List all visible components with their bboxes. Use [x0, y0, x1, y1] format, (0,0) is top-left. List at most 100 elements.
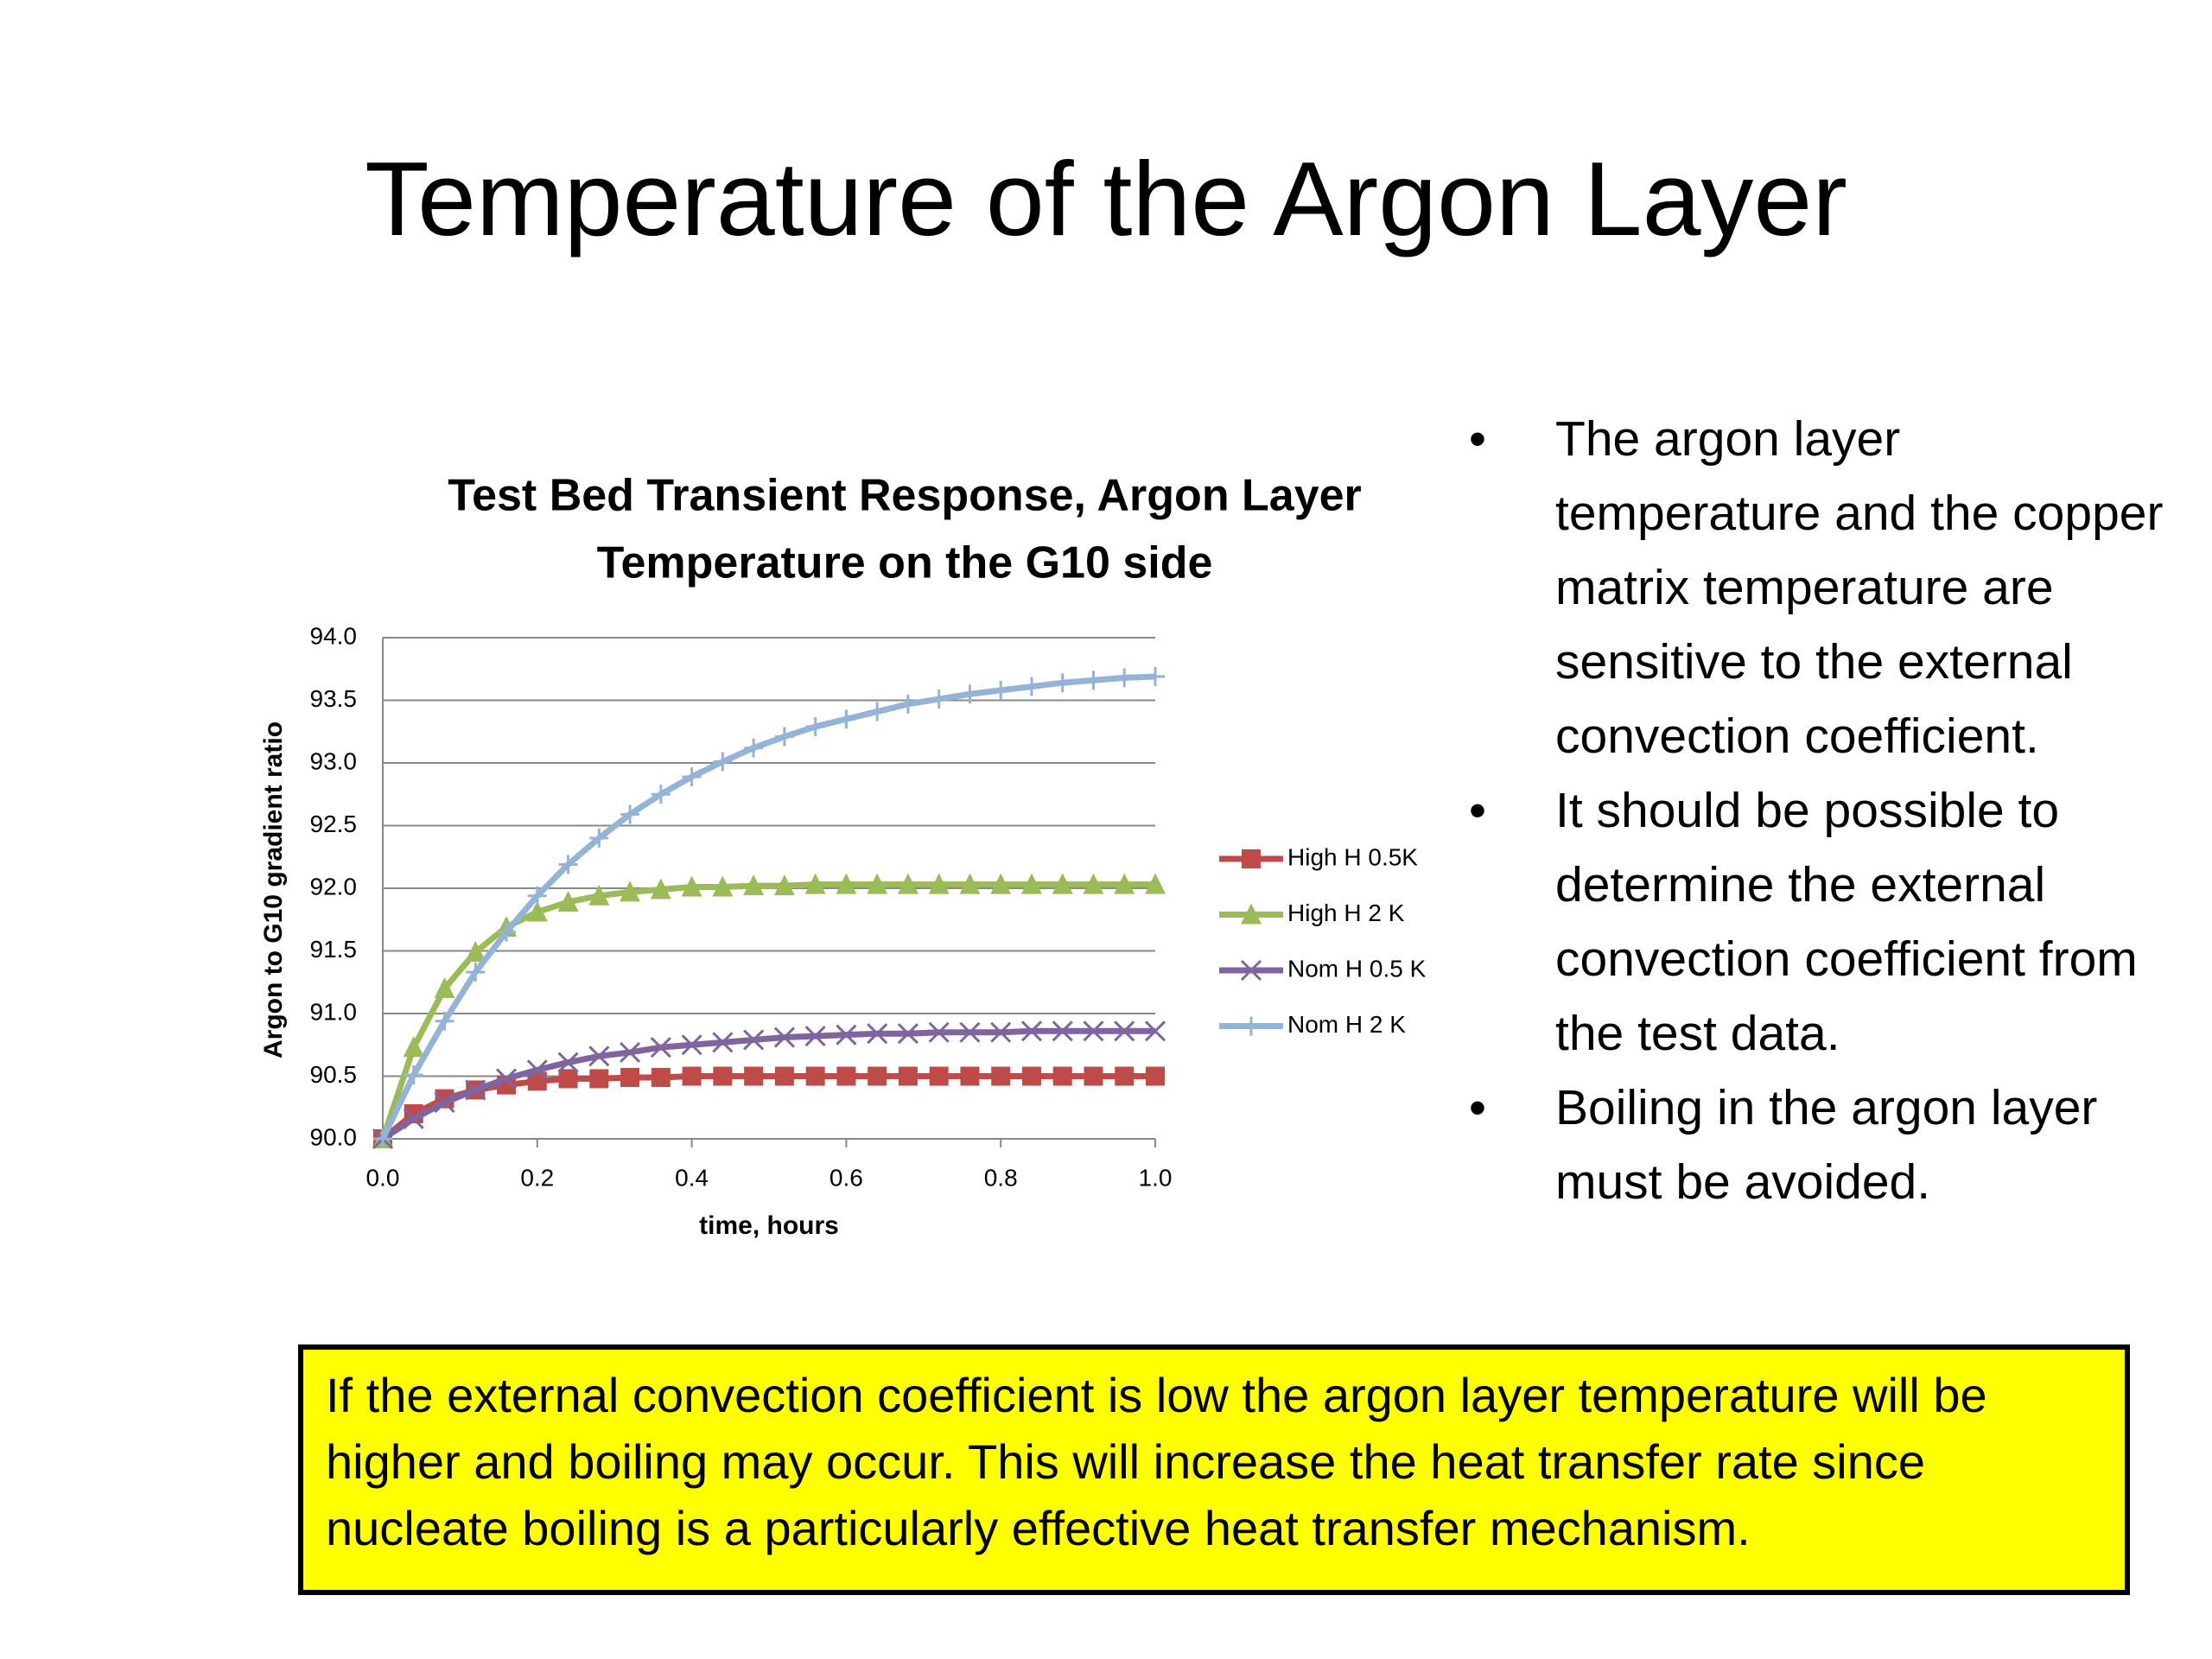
marker	[681, 1034, 702, 1056]
marker	[744, 1066, 764, 1086]
callout: If the external convection coefficient i…	[298, 1344, 2130, 1595]
marker	[650, 878, 671, 899]
legend-marker	[1242, 1016, 1261, 1036]
marker	[465, 940, 486, 962]
marker	[682, 1066, 702, 1086]
chart-title: Temperature on the G10 side	[597, 538, 1213, 588]
marker	[804, 1026, 826, 1047]
slide-title: Temperature of the Argon Layer	[365, 140, 1847, 257]
y-axis-title: Argon to G10 gradient ratio	[259, 721, 288, 1058]
marker	[1020, 1020, 1043, 1042]
marker	[744, 738, 764, 758]
marker	[1115, 668, 1135, 688]
marker	[928, 1021, 950, 1043]
legend-label: High H 2 K	[1287, 899, 1405, 926]
marker	[959, 1021, 981, 1043]
marker	[868, 1066, 887, 1086]
y-tick-label: 90.0	[310, 1123, 358, 1150]
marker	[1083, 1020, 1104, 1042]
marker	[774, 1066, 794, 1086]
marker	[867, 1023, 888, 1045]
marker	[1144, 1020, 1166, 1042]
marker	[404, 1065, 423, 1085]
marker	[434, 1091, 455, 1114]
marker	[526, 1059, 548, 1081]
marker	[465, 1079, 486, 1101]
marker	[403, 1036, 424, 1058]
y-tick-label: 91.5	[310, 936, 358, 963]
marker	[898, 1066, 918, 1086]
marker	[743, 874, 765, 896]
y-tick-label: 92.5	[310, 810, 358, 837]
marker	[1084, 671, 1103, 690]
marker	[712, 875, 734, 897]
marker	[589, 829, 609, 848]
marker	[588, 884, 610, 906]
marker	[836, 873, 857, 894]
y-tick-label: 91.0	[310, 998, 358, 1025]
marker	[898, 694, 918, 714]
marker	[466, 963, 486, 982]
marker	[773, 874, 795, 896]
marker	[682, 766, 702, 786]
marker	[1020, 873, 1042, 894]
y-tick-label: 90.5	[310, 1061, 358, 1088]
marker	[928, 873, 950, 894]
marker	[373, 1129, 392, 1148]
marker	[991, 1066, 1011, 1086]
y-tick-label: 93.5	[310, 685, 358, 712]
marker	[1084, 1066, 1103, 1086]
x-tick-label: 0.4	[675, 1164, 709, 1191]
x-tick-label: 0.6	[830, 1164, 863, 1191]
marker	[620, 1067, 640, 1087]
marker	[1146, 1066, 1165, 1086]
x-axis-title: time, hours	[699, 1211, 839, 1240]
marker	[1145, 873, 1166, 894]
legend-label: Nom H 0.5 K	[1287, 955, 1427, 982]
x-tick-label: 0.8	[984, 1164, 1018, 1191]
marker	[960, 684, 980, 704]
marker	[589, 1069, 609, 1089]
x-tick-label: 1.0	[1139, 1164, 1173, 1191]
marker	[1052, 1066, 1072, 1086]
marker	[1146, 666, 1165, 686]
y-tick-label: 94.0	[310, 622, 358, 649]
series-line	[381, 1027, 1155, 1141]
marker	[774, 727, 794, 747]
bullet: The argon layer temperature and the copp…	[1469, 402, 2177, 773]
series-line	[379, 881, 1155, 1141]
marker	[651, 785, 671, 804]
marker	[805, 716, 825, 736]
bullet-list: The argon layer temperature and the copp…	[1469, 402, 2177, 1219]
marker	[712, 1032, 734, 1053]
marker	[897, 873, 918, 894]
marker	[1114, 1020, 1135, 1042]
legend-marker	[1240, 959, 1262, 982]
marker	[1021, 1066, 1041, 1086]
marker	[929, 1066, 949, 1086]
marker	[991, 680, 1011, 700]
marker	[990, 873, 1012, 894]
legend-marker	[1241, 903, 1262, 925]
marker	[1052, 1020, 1073, 1042]
marker	[558, 855, 578, 874]
marker	[620, 804, 640, 824]
marker	[959, 873, 981, 894]
marker	[1021, 677, 1041, 696]
marker	[620, 880, 641, 902]
marker	[1052, 873, 1073, 894]
legend-label: Nom H 2 K	[1287, 1011, 1406, 1038]
marker	[929, 690, 949, 709]
marker	[836, 1066, 856, 1086]
marker	[681, 875, 702, 897]
marker	[497, 922, 517, 942]
marker	[403, 1108, 424, 1129]
marker	[434, 977, 455, 998]
bullet: Boiling in the argon layer must be avoid…	[1469, 1071, 2177, 1219]
marker	[867, 873, 888, 894]
marker	[1083, 873, 1104, 894]
marker	[558, 1069, 578, 1089]
x-tick-label: 0.0	[366, 1164, 400, 1191]
